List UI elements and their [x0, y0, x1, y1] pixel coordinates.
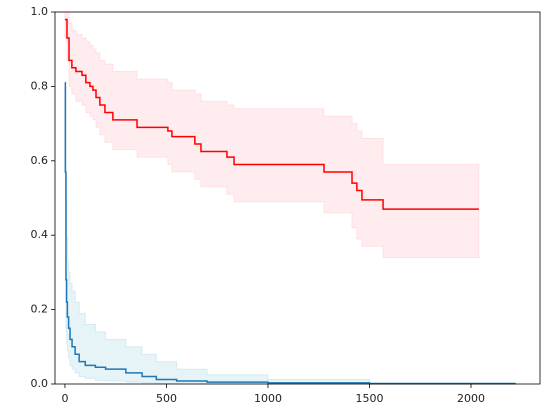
x-tick-label: 0: [61, 392, 68, 405]
x-tick-label: 2000: [457, 392, 485, 405]
survival-line: [64, 81, 516, 385]
survival-line: [64, 18, 479, 210]
x-tick-label: 500: [156, 392, 177, 405]
x-tick-label: 1500: [355, 392, 383, 405]
y-tick-label: 0.2: [31, 303, 49, 316]
x-tick-label: 1000: [254, 392, 282, 405]
y-tick-label: 0.0: [31, 377, 49, 390]
y-tick-label: 1.0: [31, 5, 49, 18]
axes-frame: [54, 11, 541, 385]
y-tick-label: 0.4: [31, 228, 49, 241]
y-tick-label: 0.6: [31, 154, 49, 167]
confidence-band: [64, 11, 480, 259]
confidence-band: [64, 82, 517, 385]
y-tick-label: 0.8: [31, 79, 49, 92]
